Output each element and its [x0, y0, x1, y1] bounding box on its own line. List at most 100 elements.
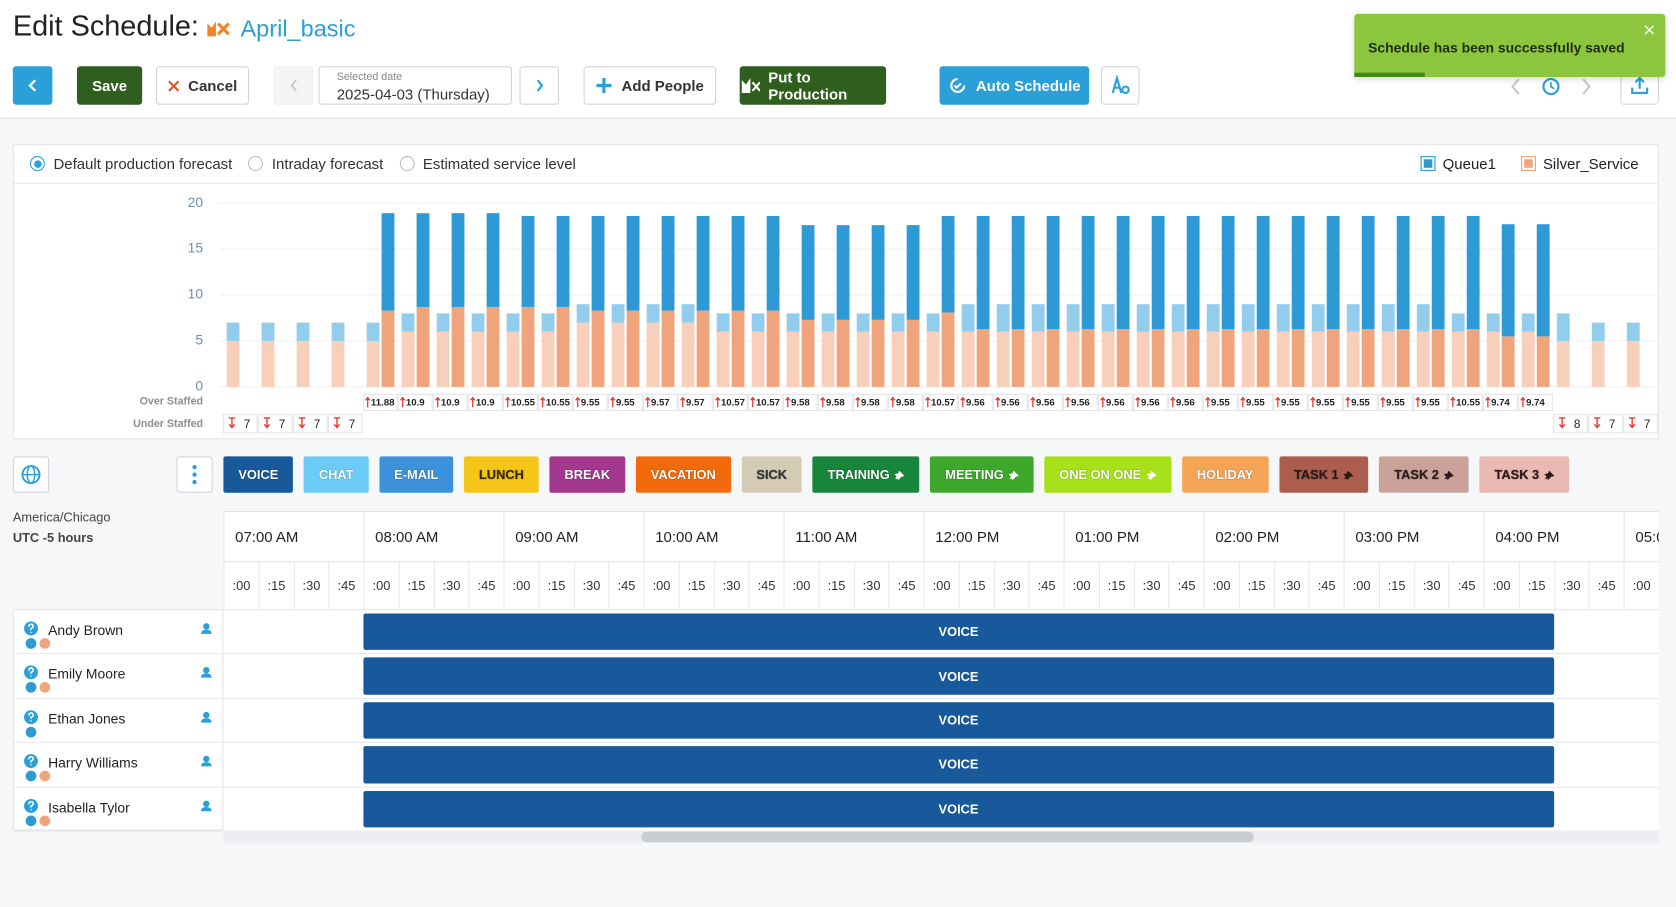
activity-chip[interactable]: SICK [741, 456, 803, 493]
person-name[interactable]: Andy Brown [48, 622, 124, 639]
put-to-production-button[interactable]: Put to Production [739, 66, 887, 105]
activity-chip[interactable]: TASK 2 [1379, 456, 1469, 493]
activity-label: CHAT [318, 467, 354, 483]
forecast-bar [1521, 313, 1535, 332]
forecast-bar [1556, 340, 1570, 387]
scheduled-bar [1326, 215, 1340, 330]
under-staffed-box [292, 414, 328, 434]
next-date-button[interactable] [519, 66, 560, 105]
scheduled-bar [451, 306, 465, 387]
over-staffed-value: 9.74 [1491, 397, 1510, 408]
forecast-bar [1101, 304, 1115, 332]
shift-bar[interactable]: VOICE [363, 702, 1554, 739]
activity-chip[interactable]: VACATION [635, 456, 731, 493]
scheduled-bar [766, 310, 780, 387]
shift-bar[interactable]: VOICE [363, 613, 1554, 651]
save-button[interactable]: Save [76, 66, 143, 105]
back-button[interactable] [12, 66, 53, 105]
legend: Queue1 Silver_Service [1420, 154, 1639, 173]
shift-bar[interactable]: VOICE [363, 746, 1554, 784]
add-people-button[interactable]: Add People [583, 66, 717, 105]
shift-bar[interactable]: VOICE [363, 657, 1554, 695]
person-row[interactable]: Isabella Tylor [13, 787, 223, 832]
forecast-bar [366, 340, 380, 387]
forecast-bar [1031, 304, 1045, 332]
person-name[interactable]: Harry Williams [48, 754, 138, 771]
person-row[interactable]: Ethan Jones [13, 699, 223, 744]
forecast-bar [821, 313, 835, 332]
quarter-header: :45 [748, 562, 784, 611]
legend-item[interactable]: Queue1 [1420, 154, 1496, 173]
person-name[interactable]: Isabella Tylor [48, 799, 130, 816]
shift-bar[interactable]: VOICE [363, 790, 1554, 828]
activity-chip[interactable]: ONE ON ONE [1044, 456, 1172, 493]
pin-icon [1009, 470, 1019, 480]
under-staffed-label: Under Staffed [133, 418, 203, 430]
quarter-header: :30 [1553, 562, 1589, 611]
scheduled-bar [941, 312, 955, 387]
pin-icon [1544, 470, 1555, 480]
down-arrow [298, 417, 306, 429]
radio-option[interactable]: Default production forecast [29, 155, 232, 172]
activity-label: E-MAIL [394, 467, 439, 483]
shift-label: VOICE [938, 668, 979, 684]
history-navigation[interactable] [1507, 75, 1603, 99]
radio-circle [399, 156, 415, 172]
legend-item[interactable]: Silver_Service [1520, 155, 1639, 172]
activity-chip[interactable]: VOICE [223, 456, 294, 493]
over-staffed-box [992, 393, 1028, 411]
cancel-button[interactable]: Cancel [156, 66, 250, 105]
scheduled-bar [381, 310, 395, 387]
activity-chip[interactable]: TASK 1 [1279, 456, 1369, 493]
scheduled-bar [451, 213, 465, 307]
person-row[interactable]: Emily Moore [13, 655, 223, 699]
over-staffed-box [502, 393, 538, 411]
row-line [223, 653, 1659, 655]
scrollbar[interactable] [223, 830, 1659, 844]
settings-button[interactable] [1100, 66, 1140, 105]
over-staffed-box [362, 393, 398, 411]
activity-chip[interactable]: TASK 3 [1479, 456, 1570, 493]
scrollbar-thumb[interactable] [641, 831, 1254, 843]
person-name[interactable]: Emily Moore [48, 666, 126, 683]
person-icon-head [203, 800, 210, 807]
quarter-header: :45 [1588, 562, 1624, 611]
forecast-bar [226, 340, 240, 387]
up-arrow [575, 396, 581, 408]
radio-option[interactable]: Intraday forecast [248, 155, 383, 172]
person-row[interactable]: Andy Brown [13, 610, 223, 655]
activity-chip[interactable]: E-MAIL [379, 456, 454, 493]
over-staffed-box [1133, 393, 1168, 411]
hour-header: 04:00 PM [1483, 511, 1624, 563]
radio-option[interactable]: Estimated service level [399, 155, 576, 172]
scheduled-bar [1116, 329, 1130, 387]
toast-close[interactable] [1644, 25, 1655, 36]
activity-chip[interactable]: MEETING [930, 456, 1034, 493]
person-name[interactable]: Ethan Jones [48, 710, 126, 727]
activity-chip[interactable]: CHAT [303, 456, 369, 493]
activity-chip[interactable]: BREAK [549, 456, 626, 493]
up-arrow [610, 396, 616, 408]
forecast-bar [1206, 331, 1220, 387]
up-arrow [1485, 396, 1491, 408]
activity-chip[interactable]: LUNCH [464, 456, 539, 493]
legend-label: Queue1 [1442, 154, 1496, 173]
activity-chip[interactable]: TRAINING [812, 456, 920, 493]
over-staffed-value: 9.56 [1106, 397, 1125, 408]
scheduled-bar [626, 215, 640, 311]
person-icons [24, 754, 212, 782]
person-row[interactable]: Harry Williams [13, 743, 223, 788]
forecast-bar [1031, 331, 1045, 387]
forecast-bar [751, 313, 765, 332]
forecast-bar [1346, 304, 1360, 332]
activity-chip[interactable]: HOLIDAY [1181, 456, 1269, 493]
timezone-button[interactable] [12, 456, 50, 493]
more-button[interactable] [176, 456, 213, 493]
date-field[interactable]: Selected date 2025-04-03 (Thursday) [318, 66, 512, 105]
auto-schedule-button[interactable]: Auto Schedule [939, 66, 1090, 105]
over-staffed-box [607, 393, 643, 411]
forecast-bar [1276, 331, 1290, 387]
up-arrow [1310, 396, 1316, 408]
person-icons [24, 621, 212, 649]
schedule-name[interactable]: April_basic [240, 14, 356, 42]
